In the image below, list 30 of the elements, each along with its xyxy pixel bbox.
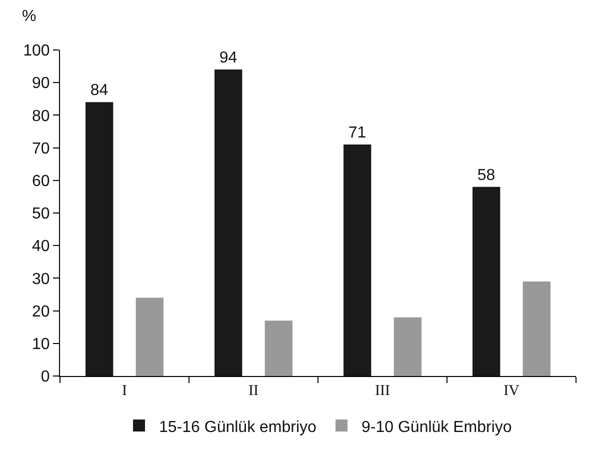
y-tick-label: 40 (32, 238, 50, 256)
x-tick-label: I (122, 383, 127, 399)
data-label: 94 (219, 50, 238, 67)
legend-label: 9-10 Günlük Embriyo (362, 418, 512, 436)
bar (472, 186, 500, 376)
bar (136, 298, 164, 376)
y-tick-label: 0 (40, 368, 50, 386)
y-tick-label: 50 (32, 206, 50, 223)
y-tick-label: 20 (32, 303, 50, 320)
bar (522, 281, 550, 376)
bar (264, 320, 292, 376)
y-tick-label: 90 (32, 75, 50, 92)
bar (86, 102, 114, 376)
data-label: 84 (90, 82, 108, 100)
data-label: 71 (348, 124, 366, 142)
y-tick-label: 80 (32, 108, 50, 125)
y-tick-label: 30 (32, 270, 50, 288)
bar (394, 317, 422, 376)
legend-label: 15-16 Günlük embriyo (159, 418, 317, 436)
x-tick-label: III (375, 383, 390, 399)
y-tick-label: 100 (23, 42, 50, 60)
bar (214, 70, 242, 376)
x-tick-label: II (248, 383, 258, 399)
y-axis-title: % (22, 8, 36, 25)
x-tick-label: IV (504, 383, 520, 399)
y-tick-label: 10 (32, 336, 50, 353)
y-tick-label: 70 (32, 140, 50, 158)
y-tick-label: 60 (32, 173, 50, 190)
bar (344, 144, 372, 376)
data-label: 58 (477, 166, 496, 184)
